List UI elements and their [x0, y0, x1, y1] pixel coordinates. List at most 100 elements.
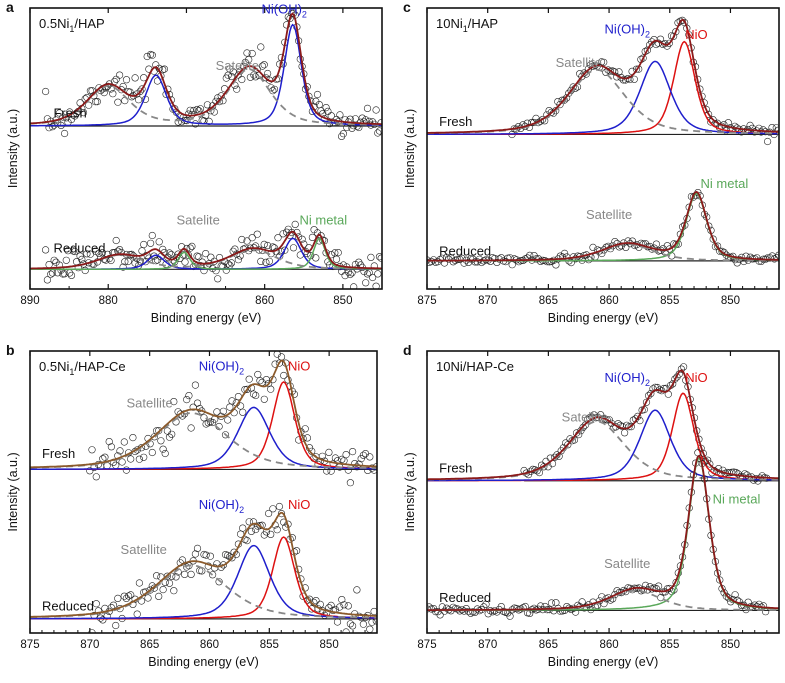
data-point: [677, 365, 686, 373]
panel-letter-c: c: [403, 0, 411, 15]
data-point: [148, 231, 156, 240]
annotation-satellite: Satelite: [216, 58, 259, 73]
data-point: [621, 76, 630, 84]
data-point: [115, 71, 124, 79]
annotation-spectrum-label: Reduced: [42, 598, 94, 613]
axes-frame-a: [29, 7, 383, 290]
annotation-spectrum-label: Fresh: [439, 460, 472, 475]
data-point: [342, 451, 350, 459]
data-point: [257, 43, 265, 51]
panel-letter-d: d: [403, 342, 412, 358]
data-point: [205, 117, 213, 125]
x-tick-label: 855: [260, 639, 279, 651]
data-point: [252, 525, 260, 534]
data-point: [454, 255, 462, 264]
x-tick-label: 860: [599, 639, 618, 651]
data-point: [374, 270, 382, 278]
data-point: [303, 434, 312, 442]
x-axis-label-b: Binding energy (eV): [148, 655, 258, 669]
component-satellite-b-reduced: [30, 564, 377, 619]
data-point: [161, 449, 169, 458]
data-point: [239, 524, 247, 532]
annotation-satellite: Satellite: [127, 395, 173, 410]
data-point: [672, 28, 680, 36]
data-point: [363, 104, 372, 112]
annotation-spectrum-label: Fresh: [42, 446, 75, 461]
panel-title-b: 0.5Ni1/HAP-Ce: [39, 359, 126, 377]
component-ni_oh2-b-fresh: [30, 406, 377, 470]
data-point: [191, 550, 199, 558]
data-point: [624, 237, 632, 245]
data-point: [269, 505, 277, 513]
annotation-nio: NiO: [288, 497, 310, 512]
x-tick-label: 870: [177, 295, 196, 307]
component-nio-d-fresh: [427, 392, 779, 482]
data-point: [120, 438, 128, 446]
data-point: [355, 460, 363, 468]
x-tick-label: 860: [599, 295, 618, 307]
data-point: [301, 425, 309, 433]
data-point: [118, 458, 126, 466]
x-tick-label: 860: [255, 295, 274, 307]
data-point: [122, 466, 130, 474]
data-point: [349, 448, 357, 456]
panel-title-a: 0.5Ni1/HAP: [39, 16, 105, 34]
data-point: [143, 52, 151, 61]
data-point: [353, 586, 361, 594]
data-point: [86, 87, 94, 95]
data-point: [279, 230, 287, 238]
data-point: [71, 247, 79, 256]
data-point: [78, 255, 86, 264]
data-point: [234, 71, 242, 79]
component-satellite-d-fresh: [427, 420, 779, 481]
data-point: [165, 579, 174, 587]
data-point: [346, 270, 354, 279]
data-point: [262, 258, 270, 267]
data-point: [275, 502, 284, 511]
data-point: [375, 127, 382, 135]
data-point: [264, 241, 272, 250]
data-point: [449, 258, 457, 266]
data-point: [112, 461, 120, 469]
panel-d: 875 870 865 860 855 850 Binding energy (eV) Int…: [403, 342, 780, 669]
data-point: [622, 243, 630, 251]
data-point: [170, 398, 178, 406]
component-satellite-c-fresh: [427, 68, 779, 135]
data-point: [506, 612, 514, 620]
data-point: [289, 244, 298, 252]
x-tick-label: 875: [417, 295, 436, 307]
data-point: [243, 237, 251, 245]
data-point: [222, 266, 230, 274]
data-point: [238, 75, 246, 84]
data-point: [367, 253, 375, 261]
data-point: [172, 573, 180, 581]
data-point: [333, 618, 342, 626]
data-point: [436, 611, 444, 619]
data-point: [209, 571, 217, 579]
data-point: [361, 450, 370, 458]
data-point: [579, 423, 587, 432]
data-point: [253, 230, 261, 238]
data-point: [495, 255, 503, 263]
data-point: [138, 85, 146, 93]
x-tick-label: 865: [140, 639, 159, 651]
data-point: [368, 618, 376, 626]
data-point: [116, 447, 124, 455]
data-point: [288, 9, 296, 17]
data-point: [198, 407, 206, 415]
data-point: [148, 51, 156, 59]
data-point: [210, 108, 218, 116]
fit-envelope-b-fresh: [30, 359, 377, 469]
data-point: [41, 246, 50, 254]
data-point: [95, 249, 103, 257]
fit-envelope-d-fresh: [427, 369, 779, 481]
data-point: [181, 570, 189, 579]
annotation-ni_metal: Ni metal: [299, 212, 347, 227]
data-point: [279, 60, 287, 68]
data-point: [336, 603, 344, 611]
data-point: [606, 67, 614, 75]
data-point: [148, 448, 156, 457]
data-point: [198, 258, 206, 266]
panel-title-c: 10Ni1/HAP: [436, 16, 498, 34]
axes-frame-b: [29, 350, 378, 634]
